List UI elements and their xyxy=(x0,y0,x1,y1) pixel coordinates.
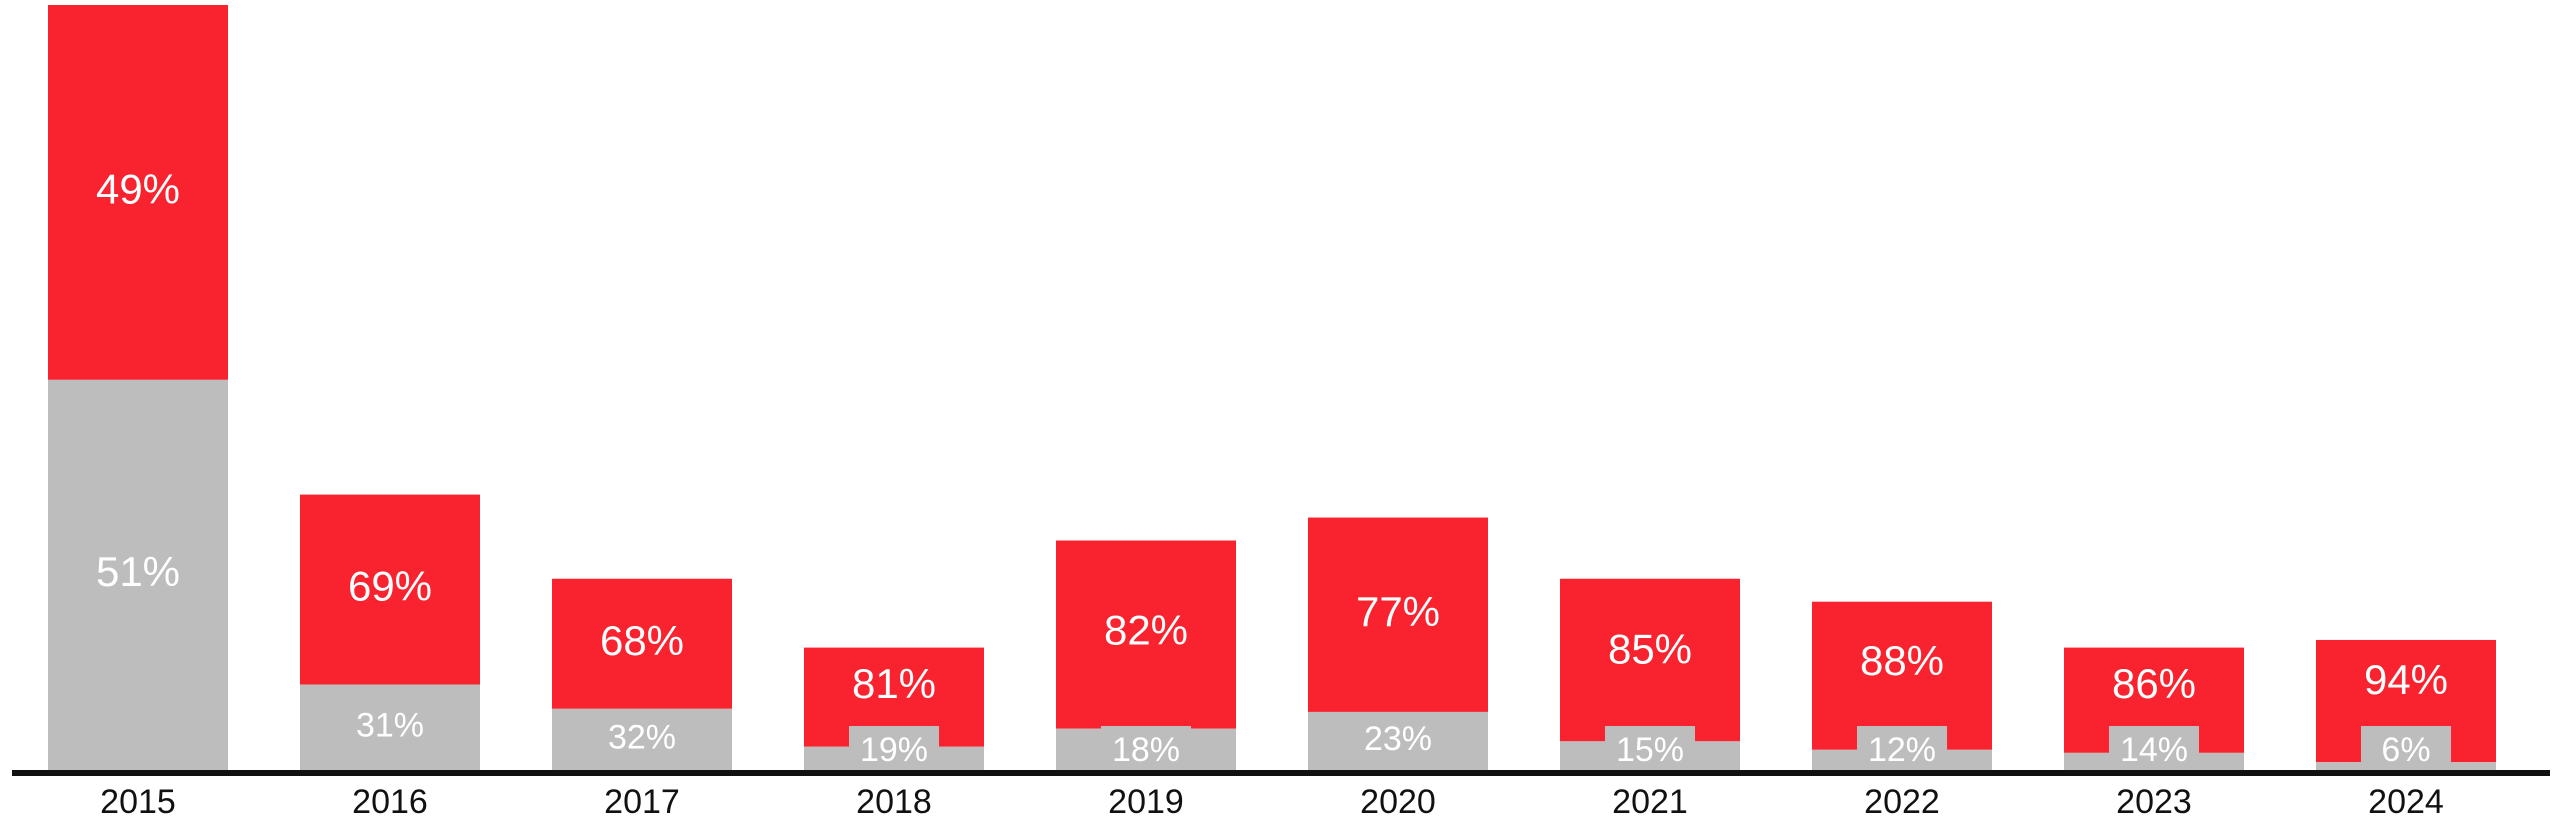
x-tick-label-2022: 2022 xyxy=(1864,783,1940,818)
value-labels-group: 51% 49% 31% 69% 32% 68% 19% 81% 18% 82% 23% 77% 15% 8… xyxy=(96,166,2448,769)
value-label-2021-red: 85% xyxy=(1608,625,1692,672)
label-tab-2018 xyxy=(849,726,939,770)
value-label-2017-red: 68% xyxy=(600,617,684,664)
value-label-2017-gray: 32% xyxy=(608,718,676,756)
x-tick-label-2015: 2015 xyxy=(100,783,176,818)
value-label-2019-gray: 18% xyxy=(1112,731,1180,769)
label-tab-2023 xyxy=(2109,726,2199,770)
bar-segment-2016-gray xyxy=(300,684,480,770)
x-tick-label-2021: 2021 xyxy=(1612,783,1688,818)
bar-segment-2021-red xyxy=(1560,578,1740,742)
value-label-2016-red: 69% xyxy=(348,563,432,610)
label-tab-2024 xyxy=(2361,726,2451,770)
value-label-2015-gray: 51% xyxy=(96,548,180,595)
bar-segment-2017-gray xyxy=(552,708,732,770)
value-label-2020-red: 77% xyxy=(1356,588,1440,635)
x-tick-label-2020: 2020 xyxy=(1360,783,1436,818)
value-label-2023-gray: 14% xyxy=(2120,731,2188,769)
label-tab-2022 xyxy=(1857,726,1947,770)
bar-segment-2022-red xyxy=(1812,601,1992,750)
bar-segment-2017-red xyxy=(552,578,732,709)
value-label-2018-red: 81% xyxy=(852,660,936,707)
value-label-2019-red: 82% xyxy=(1104,606,1188,653)
bar-segment-2019-red xyxy=(1056,540,1236,729)
x-tick-label-2017: 2017 xyxy=(604,783,680,818)
x-tick-label-2018: 2018 xyxy=(856,783,932,818)
x-tick-label-2024: 2024 xyxy=(2368,783,2444,818)
x-tick-label-2016: 2016 xyxy=(352,783,428,818)
value-label-2018-gray: 19% xyxy=(860,731,928,769)
value-label-2015-red: 49% xyxy=(96,166,180,213)
value-label-2021-gray: 15% xyxy=(1616,731,1684,769)
value-label-2016-gray: 31% xyxy=(356,706,424,744)
value-label-2024-red: 94% xyxy=(2364,656,2448,703)
bar-segment-2015-gray xyxy=(48,379,228,770)
x-tick-labels-group: 2015 2016 2017 2018 2019 2020 2021 2022 2023 2024 xyxy=(100,783,2444,818)
label-tab-2021 xyxy=(1605,726,1695,770)
label-tab-2019 xyxy=(1101,726,1191,770)
x-tick-label-2019: 2019 xyxy=(1108,783,1184,818)
x-tick-label-2023: 2023 xyxy=(2116,783,2192,818)
value-label-2022-gray: 12% xyxy=(1868,731,1936,769)
bar-segment-2016-red xyxy=(300,494,480,685)
value-label-2023-red: 86% xyxy=(2112,660,2196,707)
value-label-2022-red: 88% xyxy=(1860,637,1944,684)
value-label-2020-gray: 23% xyxy=(1364,720,1432,758)
bar-segment-2020-gray xyxy=(1308,711,1488,770)
bars-group xyxy=(48,5,2496,770)
value-label-2024-gray: 6% xyxy=(2381,731,2430,769)
bar-segment-2015-red xyxy=(48,5,228,380)
bar-segment-2020-red xyxy=(1308,517,1488,712)
